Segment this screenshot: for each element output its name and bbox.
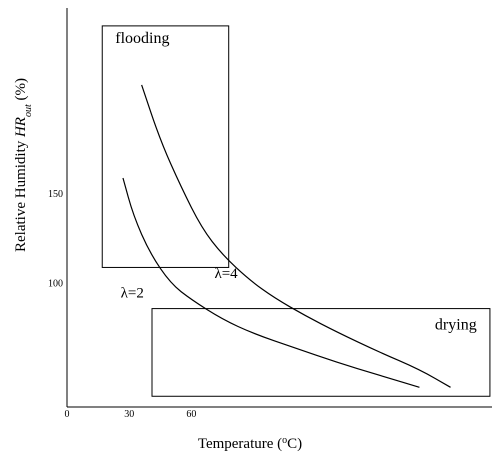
series: λ=2 λ=4: [121, 84, 451, 388]
y-tick-labels: 100 150: [48, 189, 63, 289]
y-axis-label: Relative Humidity HRout (%): [13, 78, 34, 252]
region-drying-box: [151, 308, 491, 397]
series-line-2: [141, 84, 451, 388]
y-tick-label: 150: [48, 189, 63, 200]
y-tick-label: 100: [48, 279, 63, 290]
axes: [66, 8, 492, 408]
x-tick-label: 60: [186, 409, 196, 420]
region-flooding-box: [101, 25, 230, 268]
series-label-2: λ=4: [214, 266, 238, 282]
x-axis-label: Temperature (oC): [198, 435, 302, 453]
region-flooding-label: flooding: [115, 30, 169, 47]
region-drying-label: drying: [435, 317, 477, 334]
x-tick-labels: 0 30 60: [65, 409, 197, 420]
series-line-1: [122, 177, 420, 388]
x-tick-label: 0: [65, 409, 70, 420]
series-label-1: λ=2: [121, 286, 144, 302]
x-tick-label: 30: [124, 409, 134, 420]
regions: flooding drying: [101, 25, 491, 397]
